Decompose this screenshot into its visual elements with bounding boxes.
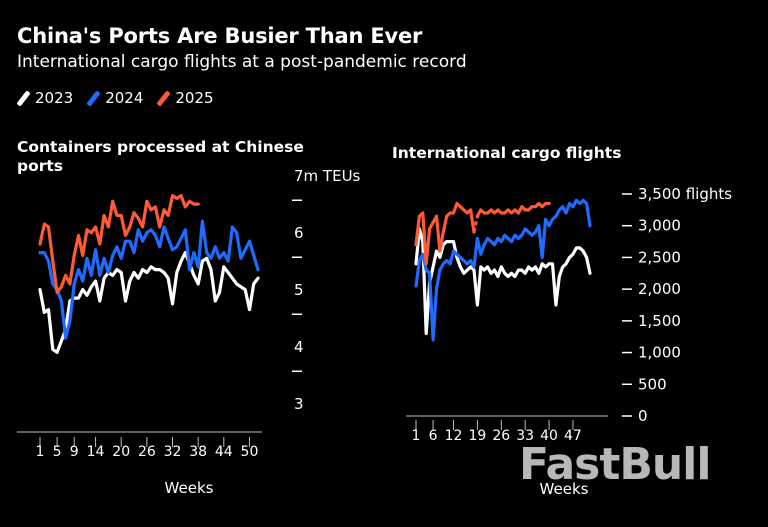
series-line-f-2025-0 [414, 201, 476, 266]
panel-title-c: Containers processed at Chinese ports [17, 138, 304, 175]
x-tick-label-f-40: 40 [540, 428, 558, 444]
panel-title-f: International cargo flights [392, 144, 621, 162]
x-axis-label-c: Weeks [165, 479, 214, 497]
x-tick-label-c-50: 50 [241, 444, 259, 460]
x-axis-label-f: Weeks [540, 480, 589, 498]
y-tick-label-f-3000: 3,000 [638, 217, 681, 235]
watermark-logo: FastBull [519, 439, 711, 490]
x-tick-label-c-1: 1 [36, 444, 45, 460]
x-tick-label-c-14: 14 [87, 444, 105, 460]
x-tick-label-f-33: 33 [516, 428, 534, 444]
legend-label-2024: 2024 [105, 89, 144, 107]
y-tick-label-f-3500: 3,500 flights [638, 185, 732, 203]
x-tick-label-f-47: 47 [564, 428, 582, 444]
series-line-c-2023-0 [38, 251, 260, 354]
legend-item-2024: 2024 [86, 89, 144, 107]
series-line-c-2025-0 [38, 194, 200, 294]
x-tick-label-c-26: 26 [138, 444, 156, 460]
legend: 2023 2024 2025 [16, 87, 228, 109]
legend-item-2025: 2025 [156, 89, 214, 107]
chart-title: China's Ports Are Busier Than Ever [17, 24, 423, 48]
series-line-f-2025-1 [475, 201, 551, 218]
x-tick-label-c-44: 44 [215, 444, 233, 460]
legend-item-2023: 2023 [16, 89, 74, 107]
legend-label-2023: 2023 [35, 89, 74, 107]
legend-label-2025: 2025 [175, 89, 214, 107]
chart-subtitle: International cargo flights at a post-pa… [17, 52, 467, 72]
series-line-f-2023-0 [414, 227, 551, 336]
x-tick-label-c-32: 32 [164, 444, 182, 460]
x-tick-label-c-38: 38 [189, 444, 207, 460]
x-tick-label-f-6: 6 [429, 428, 438, 444]
series-line-c-2024-0 [38, 219, 260, 340]
x-tick-label-f-1: 1 [412, 428, 421, 444]
x-tick-label-f-19: 19 [468, 428, 486, 444]
x-tick-label-c-9: 9 [70, 444, 79, 460]
x-tick-label-c-20: 20 [112, 444, 130, 460]
y-tick-label-f-1000: 1,000 [638, 344, 681, 362]
x-tick-label-f-12: 12 [445, 428, 463, 444]
y-tick-label-c-7: 7m TEUs [294, 167, 361, 185]
x-tick-label-f-26: 26 [492, 428, 510, 444]
y-tick-label-f-500: 500 [638, 375, 667, 393]
y-tick-label-f-1500: 1,500 [638, 312, 681, 330]
x-tick-label-c-5: 5 [53, 444, 62, 460]
y-tick-label-c-5: 5 [294, 281, 304, 299]
series-line-f-2023-1 [550, 246, 592, 307]
series-line-f-2024-0 [414, 198, 592, 342]
y-tick-label-f-2500: 2,500 [638, 248, 681, 266]
y-tick-label-f-0: 0 [638, 407, 648, 425]
y-tick-label-f-2000: 2,000 [638, 280, 681, 298]
y-tick-label-c-4: 4 [294, 338, 304, 356]
y-tick-label-c-3: 3 [294, 395, 304, 413]
y-tick-label-c-6: 6 [294, 224, 304, 242]
